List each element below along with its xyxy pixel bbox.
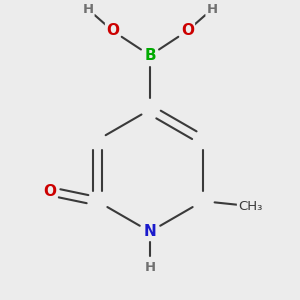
Text: H: H — [206, 3, 218, 16]
Text: B: B — [144, 48, 156, 63]
Text: N: N — [144, 224, 156, 239]
Text: O: O — [181, 23, 194, 38]
Text: H: H — [82, 3, 94, 16]
Text: CH₃: CH₃ — [238, 200, 262, 213]
Text: H: H — [144, 261, 156, 274]
Text: O: O — [106, 23, 119, 38]
Text: O: O — [44, 184, 56, 199]
